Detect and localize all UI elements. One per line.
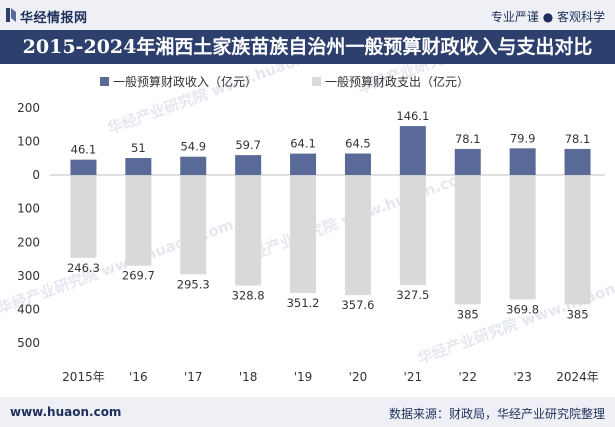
footer: www.huaon.com 数据来源：财政局，华经产业研究院整理 — [0, 397, 615, 427]
data-label-expenditure: 385 — [567, 307, 589, 321]
legend-label-income: 一般预算财政收入（亿元） — [113, 74, 257, 89]
bar-expenditure — [564, 175, 591, 305]
bar-expenditure — [70, 175, 97, 258]
y-tick-label: 100 — [17, 202, 40, 216]
data-label-expenditure: 269.7 — [122, 269, 155, 283]
data-label-expenditure: 328.8 — [232, 289, 265, 303]
data-label-expenditure: 385 — [457, 307, 479, 321]
x-tick-label: '22 — [458, 370, 477, 384]
data-label-income: 51 — [131, 141, 146, 155]
bar-income — [509, 148, 536, 176]
bar-income — [399, 126, 426, 176]
top-bar: 华经情报网 专业严谨 ● 客观科学 — [0, 0, 615, 30]
x-tick-label: '17 — [184, 370, 203, 384]
bar-expenditure — [454, 175, 481, 305]
brand-logo-icon — [6, 8, 16, 22]
data-label-income: 146.1 — [396, 109, 429, 123]
data-label-income: 54.9 — [180, 140, 206, 154]
bar-income — [290, 153, 317, 176]
x-tick-label: '21 — [404, 370, 423, 384]
data-label-expenditure: 357.6 — [341, 298, 374, 312]
x-tick-label: 2015年 — [62, 370, 105, 384]
bar-income — [180, 156, 207, 176]
legend-label-expenditure: 一般预算财政支出（亿元） — [325, 74, 469, 89]
x-axis: 2015年 '16 '17 '18 '19 '20 '21 '22 '23 2024年 — [62, 370, 599, 384]
footer-source: 数据来源：财政局，华经产业研究院整理 — [388, 407, 605, 421]
bar-income — [70, 159, 97, 176]
data-label-expenditure: 246.3 — [67, 261, 100, 275]
data-label-expenditure: 295.3 — [177, 277, 210, 291]
y-tick-label: 100 — [17, 135, 40, 149]
brand-name: 华经情报网 — [20, 11, 88, 26]
bar-expenditure — [125, 175, 152, 266]
x-tick-label: '23 — [513, 370, 532, 384]
legend-swatch-expenditure — [312, 77, 321, 86]
footer-website: www.huaon.com — [10, 405, 122, 419]
tagline: 专业严谨 ● 客观科学 — [490, 10, 605, 24]
y-tick-label: 500 — [17, 336, 40, 350]
bar-income — [564, 148, 591, 176]
bar-expenditure — [509, 175, 536, 300]
bar-income — [344, 153, 371, 176]
chart-title: 2015-2024年湘西土家族苗族自治州一般预算财政收入与支出对比 — [0, 30, 615, 64]
x-tick-label: '18 — [239, 370, 258, 384]
x-tick-label: '19 — [294, 370, 313, 384]
data-label-expenditure: 327.5 — [396, 288, 429, 302]
data-label-income: 46.1 — [71, 143, 97, 157]
bar-expenditure — [290, 175, 317, 294]
data-label-income: 79.9 — [510, 131, 536, 145]
bar-income — [454, 148, 481, 176]
y-tick-label: 300 — [17, 269, 40, 283]
data-label-income: 78.1 — [565, 132, 591, 146]
data-label-income: 64.1 — [290, 137, 316, 151]
legend-swatch-income — [100, 77, 109, 86]
x-tick-label: 2024年 — [556, 370, 599, 384]
y-tick-label: 200 — [17, 235, 40, 249]
data-label-income: 64.5 — [345, 136, 371, 150]
data-label-expenditure: 369.8 — [506, 302, 539, 316]
bars: 46.1 246.3 51 269.7 54.9 295.3 59.7 328.8 64.1 35… — [67, 109, 591, 321]
y-axis: 200 100 0 100 200 300 400 500 — [17, 101, 40, 350]
bar-expenditure — [399, 175, 426, 286]
legend: 一般预算财政收入（亿元） 一般预算财政支出（亿元） — [100, 74, 469, 89]
x-tick-label: '20 — [349, 370, 368, 384]
bar-expenditure — [235, 175, 262, 286]
data-label-expenditure: 351.2 — [287, 296, 320, 310]
bar-income — [235, 155, 262, 176]
x-tick-label: '16 — [129, 370, 148, 384]
y-tick-label: 400 — [17, 302, 40, 316]
bar-expenditure — [180, 175, 207, 275]
data-label-income: 78.1 — [455, 132, 481, 146]
bar-expenditure — [344, 175, 371, 296]
data-label-income: 59.7 — [235, 138, 261, 152]
y-tick-label: 200 — [17, 101, 40, 115]
bar-income — [125, 158, 152, 176]
y-tick-label: 0 — [32, 168, 40, 182]
